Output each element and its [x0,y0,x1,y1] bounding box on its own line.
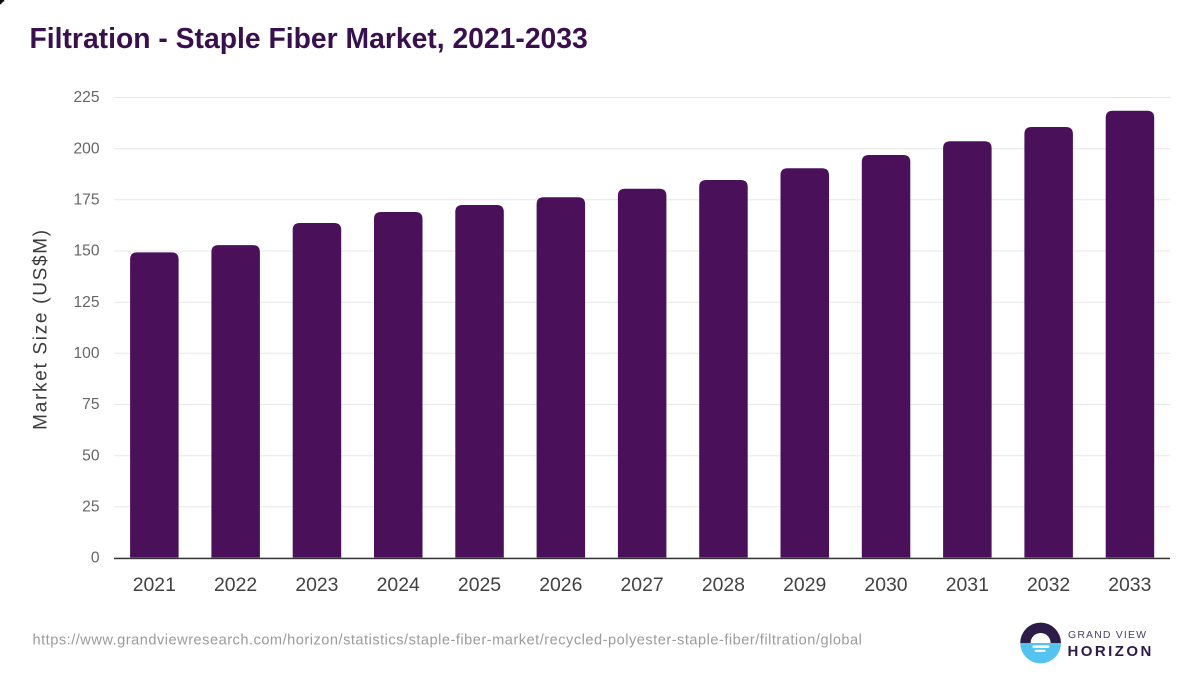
svg-text:2028: 2028 [702,574,745,596]
svg-text:2023: 2023 [295,574,338,596]
svg-text:2026: 2026 [539,574,582,596]
svg-text:2025: 2025 [458,574,501,596]
svg-text:2033: 2033 [1108,574,1151,596]
svg-text:GRAND VIEW: GRAND VIEW [1068,629,1147,641]
svg-text:2021: 2021 [133,574,176,596]
svg-text:https://www.grandviewresearch.: https://www.grandviewresearch.com/horizo… [33,633,863,649]
svg-text:150: 150 [73,243,99,260]
svg-text:HORIZON: HORIZON [1068,643,1154,660]
svg-text:2024: 2024 [377,574,420,596]
svg-text:125: 125 [73,294,99,311]
svg-text:Market Size (US$M): Market Size (US$M) [31,228,52,430]
svg-text:2027: 2027 [621,574,664,596]
svg-text:Filtration - Staple Fiber Mark: Filtration - Staple Fiber Market, 2021-2… [30,22,588,54]
svg-text:175: 175 [73,192,99,209]
svg-text:100: 100 [73,345,99,362]
svg-text:0: 0 [91,550,100,567]
svg-text:2032: 2032 [1027,574,1070,596]
svg-text:225: 225 [73,89,99,106]
svg-text:25: 25 [82,499,100,516]
svg-text:50: 50 [82,447,100,464]
svg-text:200: 200 [73,140,99,157]
svg-text:2030: 2030 [864,574,907,596]
svg-text:2029: 2029 [783,574,826,596]
svg-text:2031: 2031 [946,574,989,596]
svg-text:2022: 2022 [214,574,257,596]
svg-text:75: 75 [82,396,100,413]
